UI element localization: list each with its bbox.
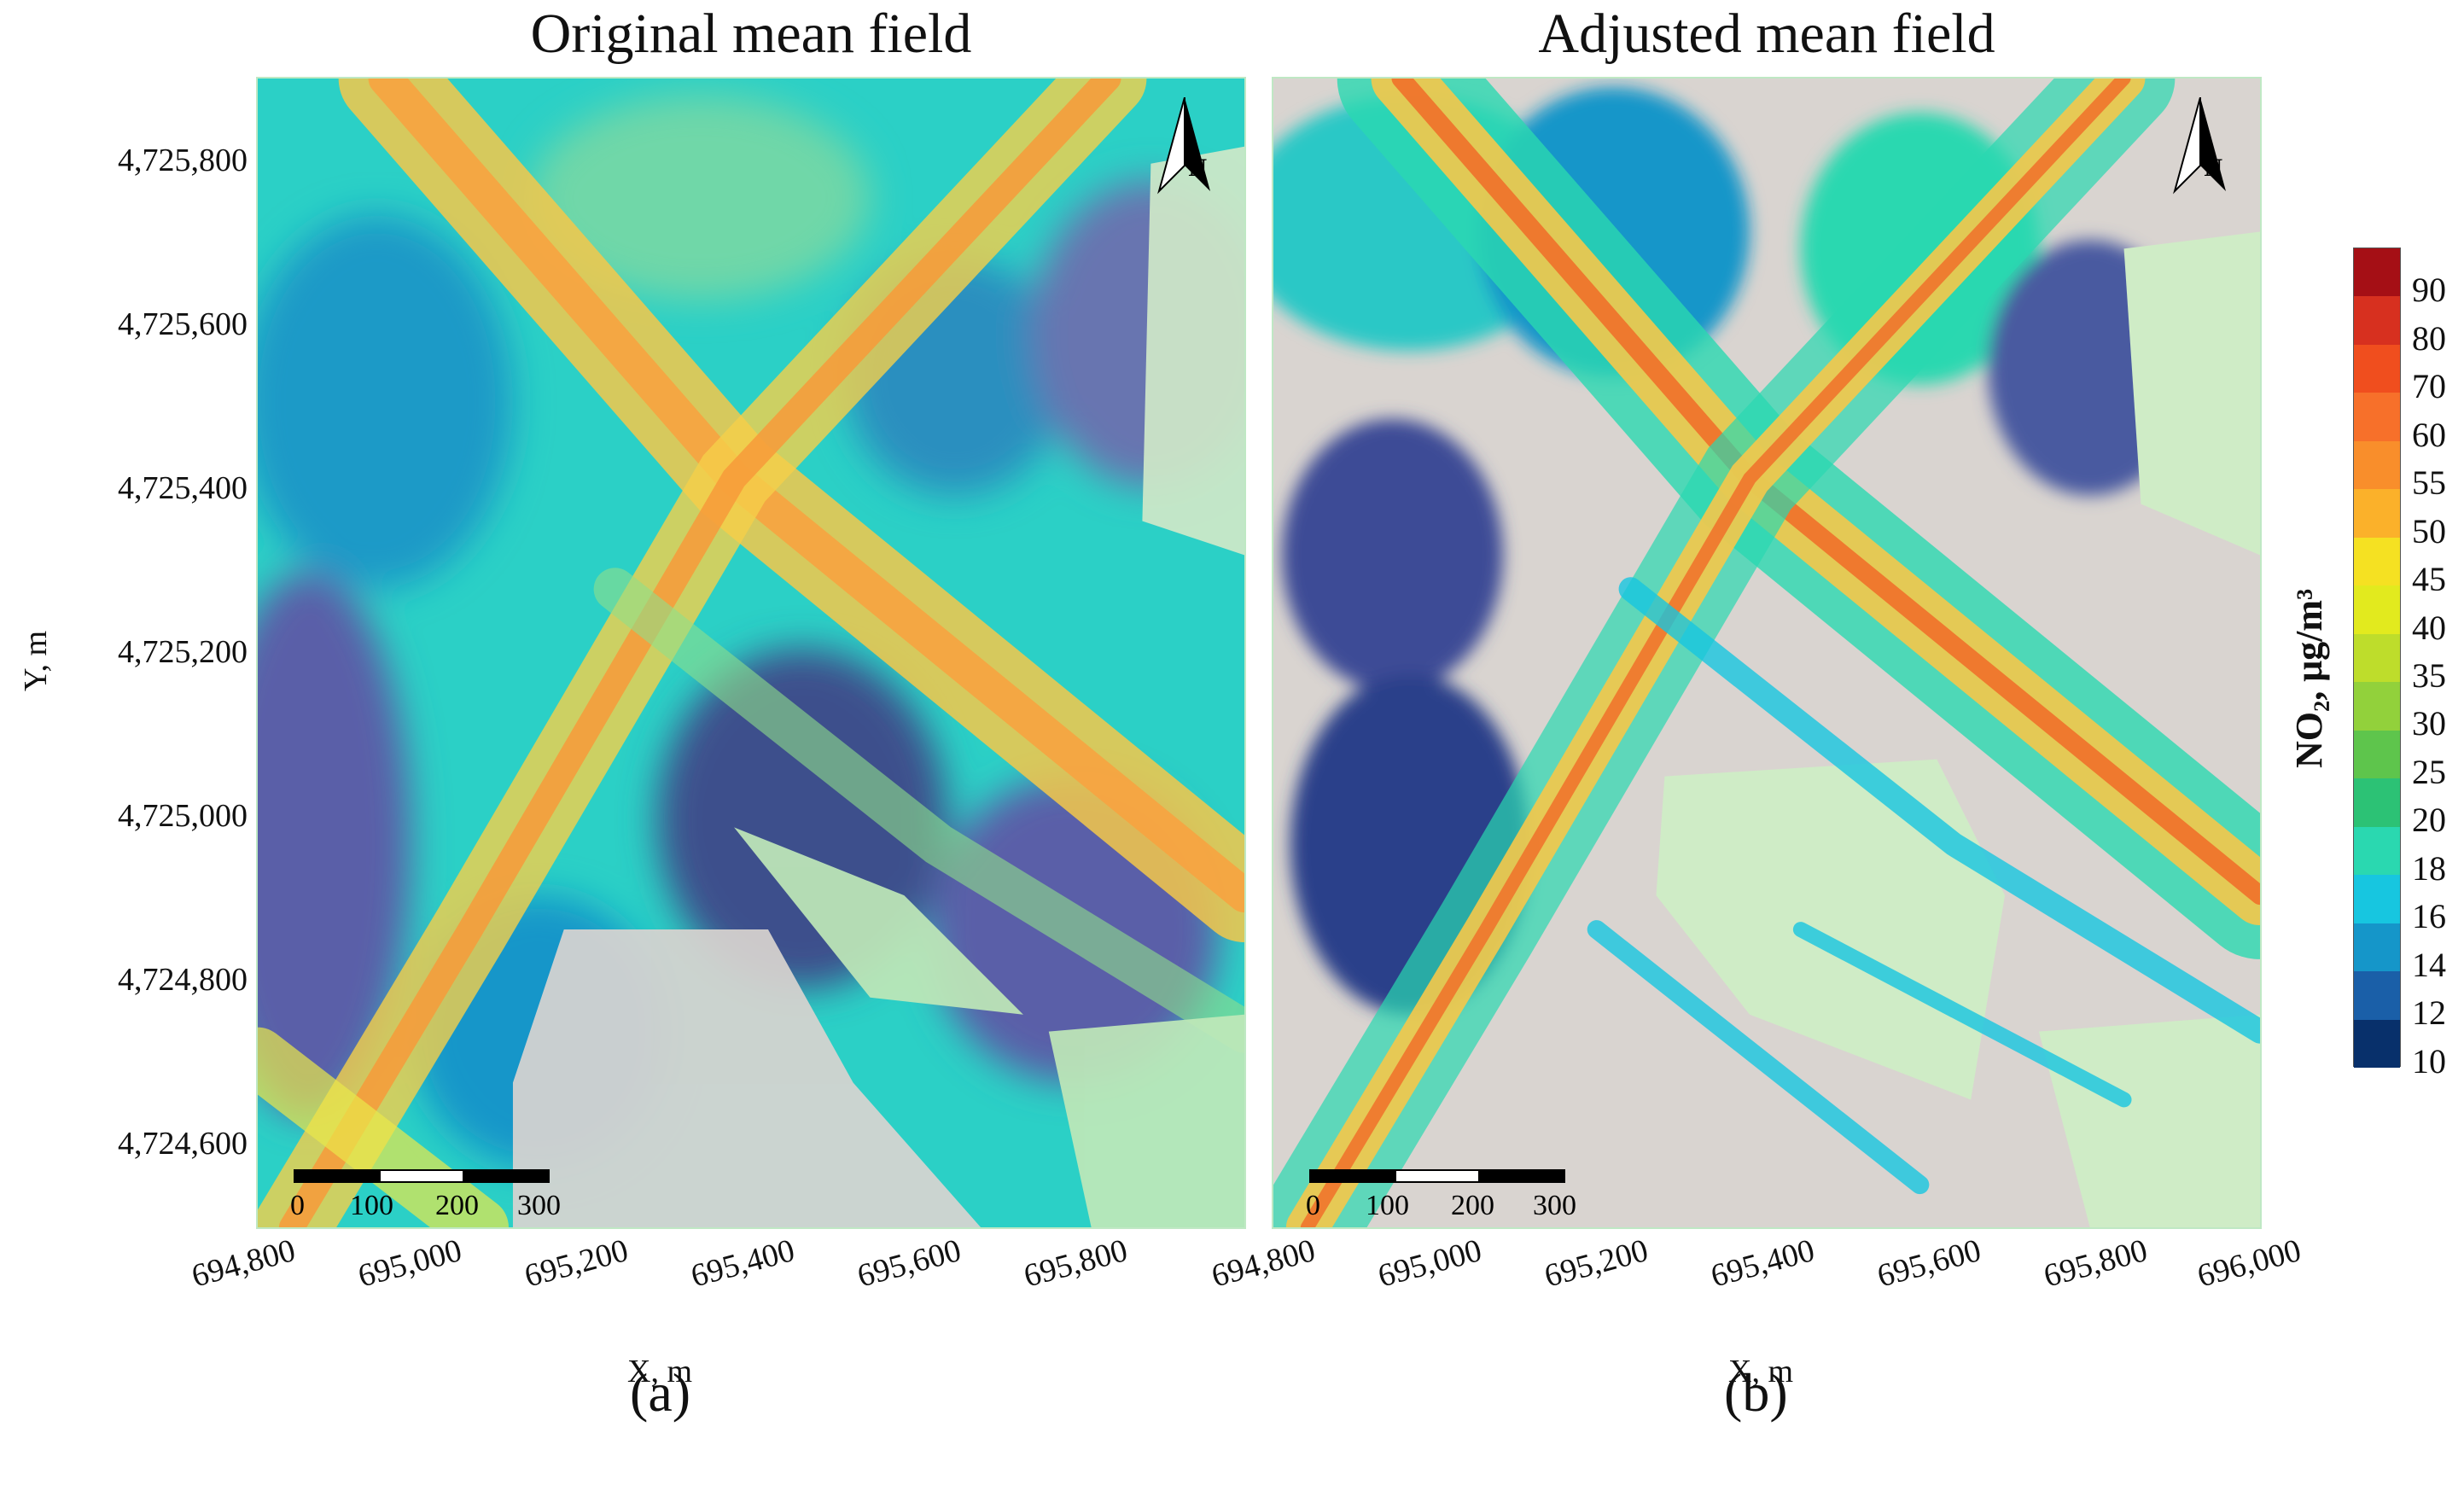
map-panel-adjusted[interactable]: 0 100 200 300 N	[1272, 77, 2262, 1229]
scale-label: 100	[1366, 1190, 1409, 1221]
colorbar-segment	[2354, 489, 2400, 538]
colorbar-tick: 80	[2412, 318, 2446, 358]
north-arrow-icon	[2173, 97, 2226, 195]
x-tick: 694,800	[188, 1232, 300, 1295]
colorbar-segment	[2354, 971, 2400, 1020]
colorbar-tick: 20	[2412, 801, 2446, 840]
x-tick: 695,600	[1873, 1232, 1985, 1295]
colorbar-tick: 35	[2412, 656, 2446, 695]
panel-b-title: Adjusted mean field	[1538, 3, 1995, 65]
x-tick: 695,400	[1707, 1232, 1819, 1295]
y-tick: 4,725,800	[118, 143, 248, 178]
x-tick: 695,800	[2040, 1232, 2152, 1295]
colorbar-tick: 14	[2412, 945, 2446, 984]
x-tick: 695,400	[687, 1232, 799, 1295]
x-tick: 695,200	[521, 1232, 632, 1295]
colorbar-segment	[2354, 682, 2400, 731]
colorbar-segment	[2354, 778, 2400, 827]
map-panel-original[interactable]: 0 100 200 300 N	[256, 77, 1246, 1229]
colorbar-tick: 40	[2412, 608, 2446, 647]
y-tick: 4,725,400	[118, 470, 248, 506]
colorbar-segment	[2354, 440, 2400, 490]
x-axis-label-a: X, m	[627, 1354, 692, 1389]
y-tick: 4,725,200	[118, 634, 248, 670]
colorbar-tick: 12	[2412, 993, 2446, 1033]
x-tick: 695,800	[1020, 1232, 1132, 1295]
colorbar-tick: 55	[2412, 463, 2446, 503]
heatmap-original	[258, 79, 1244, 1227]
scale-label: 300	[1533, 1190, 1576, 1221]
y-tick: 4,724,600	[118, 1126, 248, 1162]
colorbar-tick: 50	[2412, 511, 2446, 550]
scale-label: 200	[435, 1190, 479, 1221]
colorbar-tick: 60	[2412, 415, 2446, 454]
colorbar-tick: 30	[2412, 704, 2446, 743]
scale-label: 300	[517, 1190, 561, 1221]
x-tick: 694,800	[1208, 1232, 1319, 1295]
colorbar-tick: 10	[2412, 1041, 2446, 1081]
colorbar-tick: 90	[2412, 271, 2446, 310]
north-arrow-icon	[1157, 97, 1210, 195]
panel-a-title: Original mean field	[530, 3, 972, 65]
colorbar	[2353, 248, 2401, 1068]
north-label: N	[1188, 154, 1207, 182]
scale-label: 100	[350, 1190, 393, 1221]
x-tick: 695,600	[853, 1232, 965, 1295]
colorbar-segment	[2354, 248, 2400, 297]
colorbar-segment	[2354, 344, 2400, 393]
north-label: N	[2204, 154, 2222, 182]
colorbar-tick: 70	[2412, 367, 2446, 406]
colorbar-segment	[2354, 633, 2400, 683]
scale-bar: 0 100 200 300	[290, 1169, 561, 1221]
colorbar-tick: 45	[2412, 560, 2446, 599]
y-tick: 4,724,800	[118, 962, 248, 998]
y-tick: 4,725,000	[118, 798, 248, 834]
colorbar-segment	[2354, 537, 2400, 586]
x-tick: 695,200	[1541, 1232, 1652, 1295]
colorbar-segment	[2354, 296, 2400, 345]
colorbar-segment	[2354, 393, 2400, 441]
colorbar-segment	[2354, 875, 2400, 923]
heatmap-adjusted	[1273, 79, 2260, 1227]
y-axis-label: Y, m	[18, 630, 54, 691]
scale-bar: 0 100 200 300	[1306, 1169, 1576, 1221]
y-tick: 4,725,600	[118, 306, 248, 342]
colorbar-tick: 25	[2412, 752, 2446, 791]
colorbar-segment	[2354, 730, 2400, 779]
x-tick: 695,000	[354, 1232, 466, 1295]
x-tick: 695,000	[1374, 1232, 1486, 1295]
colorbar-tick: 16	[2412, 897, 2446, 936]
x-tick: 696,000	[2193, 1232, 2305, 1295]
colorbar-tick: 18	[2412, 848, 2446, 888]
panel-a-label: (a)	[630, 1362, 691, 1423]
scale-label: 0	[290, 1190, 305, 1221]
scale-label: 0	[1306, 1190, 1320, 1221]
scale-label: 200	[1451, 1190, 1494, 1221]
colorbar-segment	[2354, 826, 2400, 876]
colorbar-segment	[2354, 1019, 2400, 1068]
colorbar-segment	[2354, 923, 2400, 972]
x-axis-label-b: X, m	[1728, 1354, 1793, 1389]
colorbar-segment	[2354, 585, 2400, 634]
panel-b-label: (b)	[1724, 1362, 1788, 1423]
colorbar-label: NO₂, μg/m³	[2288, 588, 2330, 768]
